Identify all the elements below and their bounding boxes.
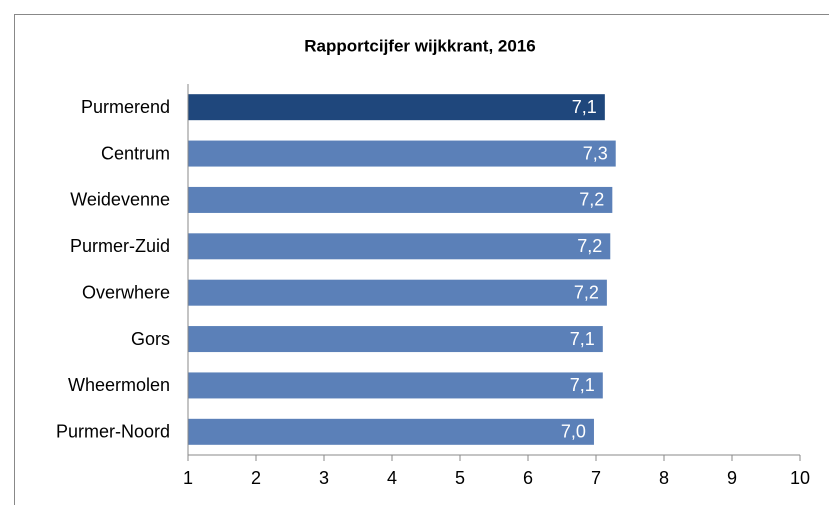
chart-title: Rapportcijfer wijkkrant, 2016 [304, 36, 535, 55]
bar [188, 140, 616, 167]
bar [188, 279, 607, 306]
bar [188, 372, 603, 399]
category-label: Wheermolen [68, 375, 170, 395]
x-tick-label: 9 [727, 468, 737, 488]
x-tick-label: 3 [319, 468, 329, 488]
bar [188, 186, 613, 213]
value-label: 7,2 [574, 282, 599, 302]
category-label: Gors [131, 329, 170, 349]
bar [188, 418, 594, 445]
category-label: Weidevenne [70, 190, 170, 210]
category-label: Centrum [101, 143, 170, 163]
bar [188, 326, 603, 353]
x-tick-label: 1 [183, 468, 193, 488]
x-tick-label: 2 [251, 468, 261, 488]
value-label: 7,1 [572, 97, 597, 117]
x-tick-label: 8 [659, 468, 669, 488]
value-label: 7,2 [577, 236, 602, 256]
x-tick-label: 4 [387, 468, 397, 488]
x-tick-label: 5 [455, 468, 465, 488]
category-label: Purmer-Noord [56, 422, 170, 442]
value-label: 7,0 [561, 422, 586, 442]
bar [188, 233, 611, 260]
bar [188, 94, 605, 121]
x-tick-label: 7 [591, 468, 601, 488]
value-label: 7,1 [570, 329, 595, 349]
x-tick-label: 6 [523, 468, 533, 488]
value-label: 7,3 [583, 143, 608, 163]
value-label: 7,2 [579, 190, 604, 210]
category-label: Overwhere [82, 282, 170, 302]
x-tick-label: 10 [790, 468, 810, 488]
category-label: Purmer-Zuid [70, 236, 170, 256]
value-label: 7,1 [570, 375, 595, 395]
category-label: Purmerend [81, 97, 170, 117]
